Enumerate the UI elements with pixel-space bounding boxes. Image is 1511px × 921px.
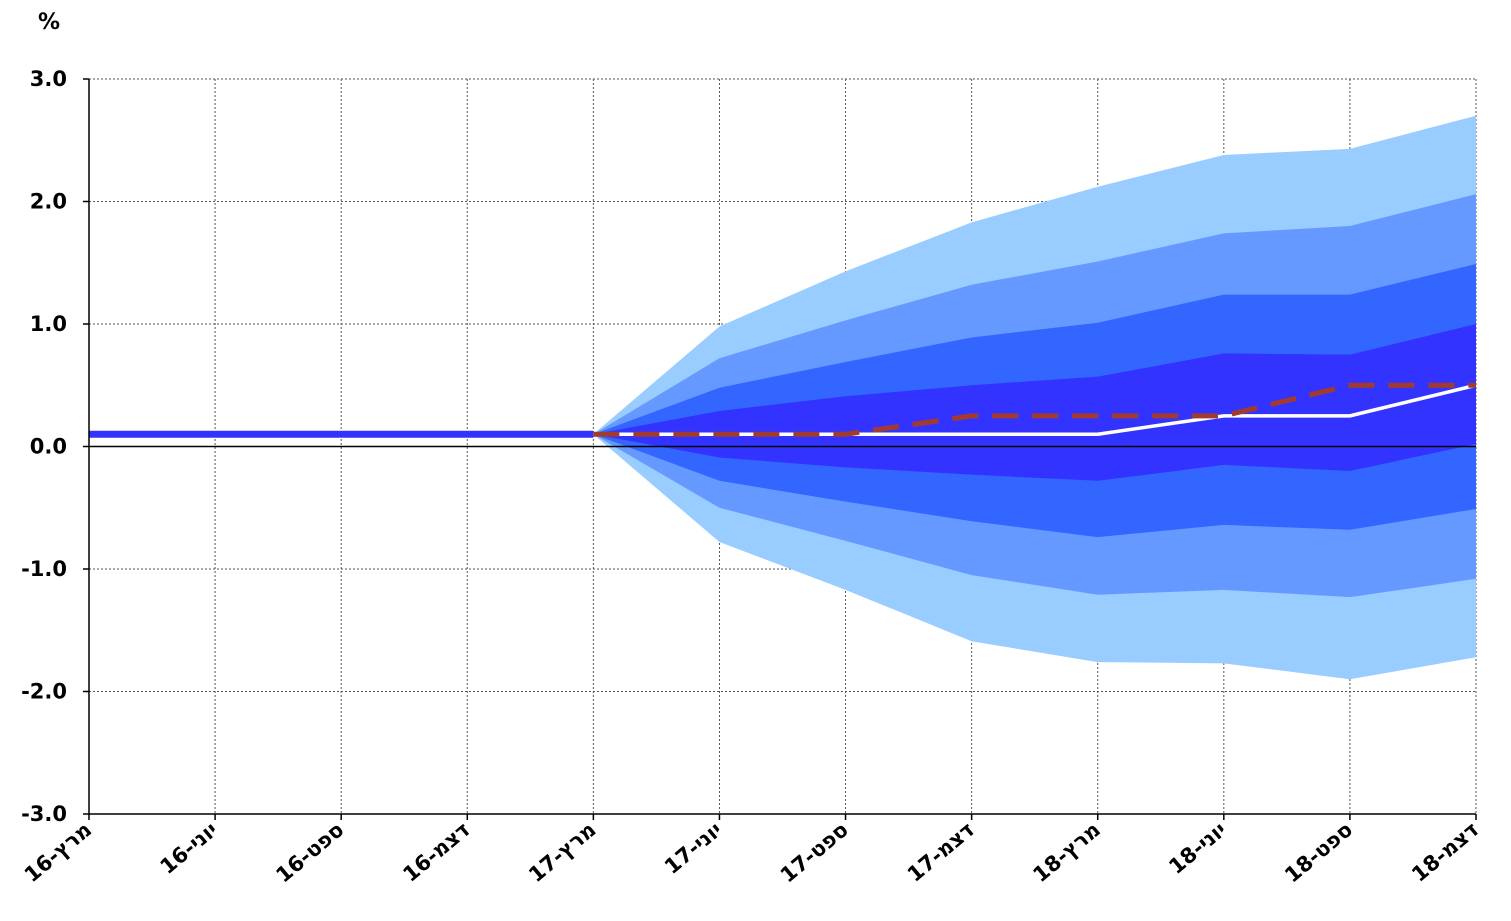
y-tick-label: 3.0 xyxy=(30,67,67,91)
y-unit-label: % xyxy=(38,10,61,35)
y-tick-label: 2.0 xyxy=(30,190,67,214)
x-tick-labels: מרץ-16 יוני-16 ספט-16 דצמ-16 מרץ-17 יוני-17 ספ… xyxy=(20,817,1483,887)
fan-bands xyxy=(593,115,1476,680)
y-tick-label: -2.0 xyxy=(21,680,67,704)
x-tick-label: דצמ-18 xyxy=(1407,817,1483,886)
x-tick-label: מרץ-17 xyxy=(524,817,600,887)
series-line-2 xyxy=(593,383,1477,436)
y-tick-labels: 3.0 2.0 1.0 0.0 -1.0 -2.0 -3.0 xyxy=(21,67,67,826)
y-tick-label: 0.0 xyxy=(30,435,67,459)
series-line-3 xyxy=(593,382,1476,437)
x-tick-label: מרץ-16 xyxy=(20,817,96,887)
y-tick-label: -3.0 xyxy=(21,802,67,826)
x-tick-label: ספט-18 xyxy=(1280,817,1357,887)
x-tick-label: ספט-17 xyxy=(776,817,853,887)
x-tick-label: דצמ-16 xyxy=(398,817,474,886)
fan-band-4 xyxy=(593,324,1476,481)
x-tick-label: דצמ-17 xyxy=(903,817,979,886)
x-tick-label: יוני-16 xyxy=(156,817,223,878)
x-tick-label: ספט-16 xyxy=(271,817,348,887)
axes xyxy=(83,78,1477,820)
x-tick-label: מרץ-18 xyxy=(1028,817,1104,887)
series-lines xyxy=(89,382,1477,438)
y-tick-label: 1.0 xyxy=(30,312,67,336)
x-tick-label: יוני-17 xyxy=(660,817,727,878)
x-tick-label: יוני-18 xyxy=(1164,817,1231,878)
y-tick-label: -1.0 xyxy=(21,557,67,581)
